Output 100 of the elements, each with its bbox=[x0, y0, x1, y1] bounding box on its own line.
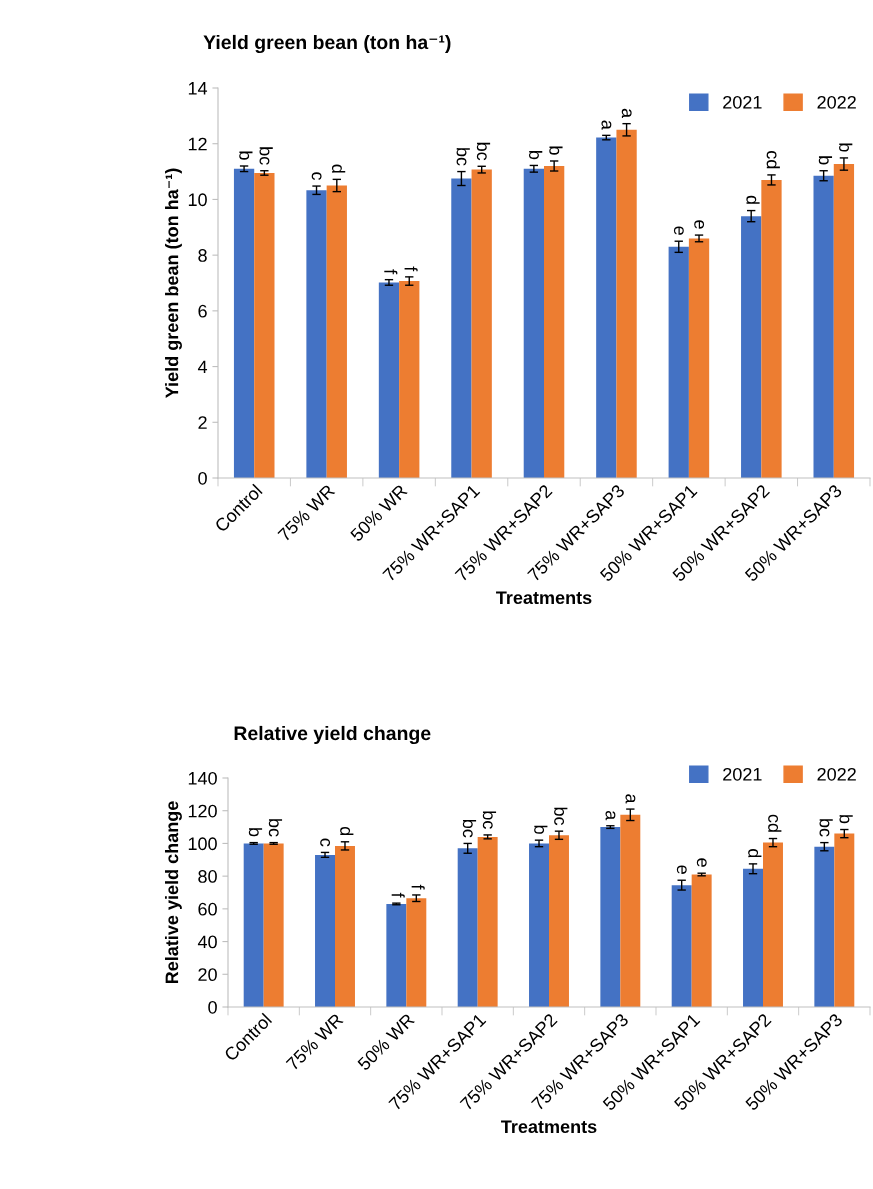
data-label: e bbox=[676, 865, 687, 874]
y-tick-label: 120 bbox=[188, 804, 217, 818]
data-label: d bbox=[340, 826, 354, 836]
data-label: b bbox=[239, 151, 253, 160]
bar bbox=[544, 166, 565, 478]
bar bbox=[243, 843, 264, 1007]
data-label: a bbox=[601, 120, 612, 130]
bar bbox=[834, 833, 855, 1007]
bar bbox=[254, 172, 275, 478]
bar bbox=[233, 168, 255, 478]
data-label: b bbox=[534, 825, 548, 834]
data-label: b bbox=[839, 143, 853, 152]
bar bbox=[378, 282, 400, 478]
x-tick-label: 75% WR bbox=[285, 1012, 344, 1071]
data-label: c bbox=[320, 838, 331, 847]
data-label: b bbox=[549, 146, 563, 155]
bar bbox=[616, 129, 637, 478]
data-label: c bbox=[311, 172, 322, 181]
y-tick-label: 4 bbox=[197, 360, 208, 374]
bar bbox=[761, 179, 782, 478]
data-label: bc bbox=[819, 819, 833, 837]
x-axis-title: Treatments bbox=[496, 591, 592, 605]
data-label: e bbox=[673, 226, 684, 235]
data-label: d bbox=[331, 164, 346, 173]
y-tick-label: 14 bbox=[188, 82, 208, 95]
data-label: b bbox=[818, 156, 833, 165]
data-label: e bbox=[696, 858, 707, 867]
bar bbox=[529, 843, 549, 1007]
bar bbox=[451, 178, 472, 478]
data-label: bc bbox=[476, 142, 491, 161]
data-label: a bbox=[625, 794, 636, 804]
y-tick-label: 0 bbox=[208, 1000, 217, 1014]
data-label: b bbox=[839, 815, 853, 824]
bar bbox=[600, 827, 621, 1007]
bar bbox=[326, 185, 347, 478]
bar bbox=[523, 168, 544, 478]
bar bbox=[399, 281, 420, 478]
x-axis-title: Treatments bbox=[501, 1120, 597, 1134]
bar bbox=[620, 814, 641, 1007]
bar bbox=[691, 874, 712, 1007]
bar bbox=[477, 836, 498, 1007]
data-label: cd bbox=[768, 814, 782, 832]
y-axis-title: Yield green bean (ton ha⁻¹) bbox=[165, 168, 182, 398]
bar bbox=[335, 845, 355, 1007]
bar bbox=[596, 137, 617, 478]
bar bbox=[671, 885, 692, 1007]
data-label: b bbox=[529, 151, 543, 160]
y-tick-label: 100 bbox=[188, 837, 217, 851]
y-axis-title: Relative yield change bbox=[165, 801, 182, 984]
bar bbox=[457, 848, 478, 1007]
data-label: a bbox=[621, 108, 632, 119]
legend-label: 2021 bbox=[723, 767, 762, 781]
data-label: e bbox=[694, 220, 705, 229]
bar bbox=[763, 842, 783, 1007]
bar bbox=[471, 169, 492, 478]
bar bbox=[743, 868, 763, 1007]
data-label: a bbox=[605, 810, 616, 821]
y-tick-label: 2 bbox=[198, 416, 207, 429]
bar bbox=[386, 903, 407, 1007]
chart-title: Yield green bean (ton ha⁻¹) bbox=[203, 34, 451, 54]
bar bbox=[814, 846, 835, 1007]
legend-label: 2021 bbox=[723, 95, 762, 109]
bar bbox=[306, 190, 327, 478]
y-tick-label: 140 bbox=[188, 771, 217, 785]
bar bbox=[263, 843, 284, 1007]
data-label: f bbox=[391, 892, 405, 898]
data-label: d bbox=[748, 849, 762, 858]
bar bbox=[813, 175, 834, 478]
bar bbox=[668, 246, 689, 478]
legend-label: 2022 bbox=[817, 767, 856, 781]
data-label: bc bbox=[268, 819, 283, 837]
x-tick-label: 50% WR bbox=[356, 1012, 416, 1072]
bar bbox=[833, 164, 855, 478]
data-label: bc bbox=[482, 811, 497, 829]
data-label: f bbox=[404, 266, 418, 272]
y-tick-label: 80 bbox=[198, 870, 217, 883]
data-label: d bbox=[746, 195, 760, 204]
data-label: bc bbox=[462, 819, 477, 838]
bar bbox=[315, 854, 335, 1007]
bar bbox=[688, 238, 710, 478]
data-label: f bbox=[384, 269, 398, 275]
y-tick-label: 20 bbox=[198, 968, 217, 982]
y-tick-label: 10 bbox=[188, 193, 207, 207]
data-label: bc bbox=[456, 148, 470, 166]
data-label: cd bbox=[766, 151, 780, 169]
y-tick-label: 40 bbox=[197, 935, 217, 949]
data-label: f bbox=[411, 884, 425, 890]
data-label: b bbox=[248, 828, 263, 837]
y-tick-label: 12 bbox=[188, 137, 207, 151]
y-tick-label: 60 bbox=[198, 902, 217, 916]
bar bbox=[406, 898, 427, 1007]
bar bbox=[549, 835, 569, 1007]
data-label: bc bbox=[259, 147, 273, 165]
chart-title: Relative yield change bbox=[234, 725, 431, 745]
y-tick-label: 8 bbox=[198, 249, 207, 262]
bar bbox=[741, 216, 762, 478]
x-tick-label: 75% WR bbox=[277, 483, 336, 542]
legend-label: 2022 bbox=[817, 95, 856, 109]
data-label: bc bbox=[554, 807, 568, 826]
y-tick-label: 0 bbox=[198, 471, 207, 485]
